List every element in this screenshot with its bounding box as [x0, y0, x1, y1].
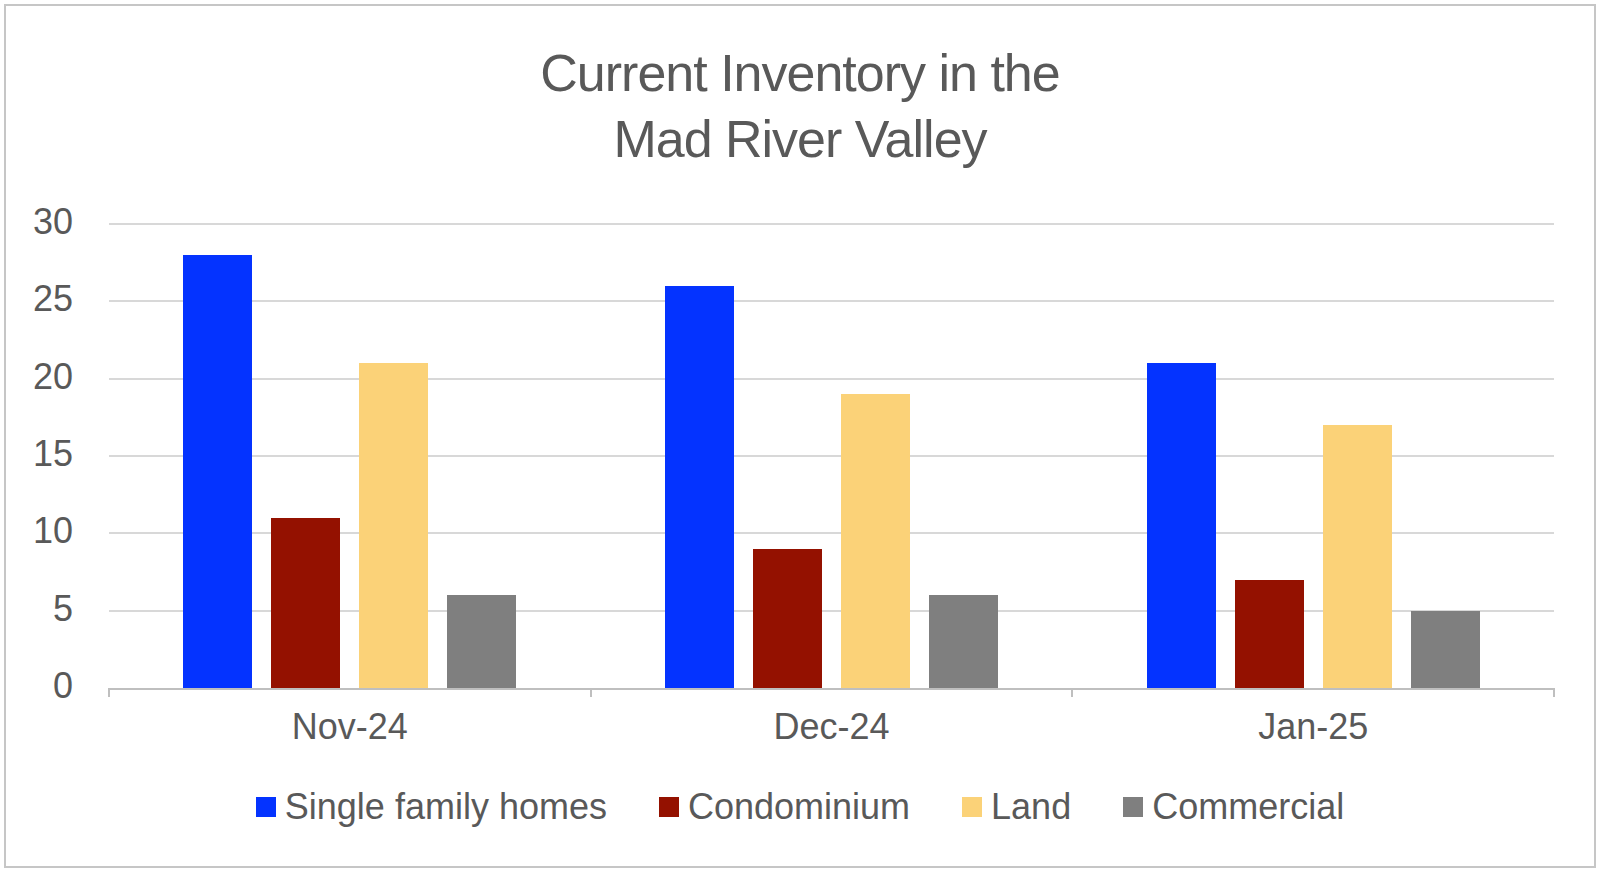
x-axis-boundary-tick [108, 688, 110, 697]
legend-item-land: Land [962, 786, 1071, 828]
y-tick-label-0: 0 [53, 665, 73, 707]
x-axis-label-dec-24: Dec-24 [591, 706, 1073, 748]
legend-item-single-family-homes: Single family homes [256, 786, 607, 828]
legend-label-land: Land [991, 786, 1071, 828]
bar-commercial-dec-24 [929, 595, 998, 688]
bar-land-jan-25 [1323, 425, 1392, 688]
bar-condominium-dec-24 [753, 549, 822, 688]
bar-group-nov-24 [109, 224, 591, 688]
legend-swatch-single-family-homes [256, 797, 276, 817]
bar-single-family-homes-nov-24 [183, 255, 252, 688]
bar-commercial-nov-24 [447, 595, 516, 688]
plot-area: 302520151050 [109, 224, 1554, 690]
x-axis-label-jan-25: Jan-25 [1072, 706, 1554, 748]
x-axis-labels: Nov-24Dec-24Jan-25 [109, 706, 1554, 748]
bar-group-jan-25 [1072, 224, 1554, 688]
x-axis-boundary-tick [1071, 688, 1073, 697]
y-tick-label-15: 15 [33, 433, 73, 475]
bar-condominium-nov-24 [271, 518, 340, 688]
legend-label-condominium: Condominium [688, 786, 910, 828]
y-tick-label-10: 10 [33, 511, 73, 553]
bar-commercial-jan-25 [1411, 611, 1480, 688]
bar-land-nov-24 [359, 363, 428, 688]
legend-item-commercial: Commercial [1123, 786, 1344, 828]
legend: Single family homes Condominium Land Commer… [6, 786, 1594, 828]
x-axis-label-nov-24: Nov-24 [109, 706, 591, 748]
y-tick-label-5: 5 [53, 588, 73, 630]
legend-swatch-condominium [659, 797, 679, 817]
bar-land-dec-24 [841, 394, 910, 688]
legend-swatch-commercial [1123, 797, 1143, 817]
legend-label-commercial: Commercial [1152, 786, 1344, 828]
bar-condominium-jan-25 [1235, 580, 1304, 688]
chart-title: Current Inventory in the Mad River Valle… [6, 40, 1594, 172]
x-axis-boundary-tick [1553, 688, 1555, 697]
y-tick-label-25: 25 [33, 279, 73, 321]
bar-single-family-homes-jan-25 [1147, 363, 1216, 688]
y-tick-label-20: 20 [33, 356, 73, 398]
legend-item-condominium: Condominium [659, 786, 910, 828]
chart-frame: Current Inventory in the Mad River Valle… [4, 4, 1596, 868]
bar-group-dec-24 [591, 224, 1073, 688]
legend-label-single-family-homes: Single family homes [285, 786, 607, 828]
y-tick-label-30: 30 [33, 201, 73, 243]
bar-single-family-homes-dec-24 [665, 286, 734, 688]
legend-swatch-land [962, 797, 982, 817]
bar-groups [109, 224, 1554, 688]
x-axis-boundary-tick [590, 688, 592, 697]
